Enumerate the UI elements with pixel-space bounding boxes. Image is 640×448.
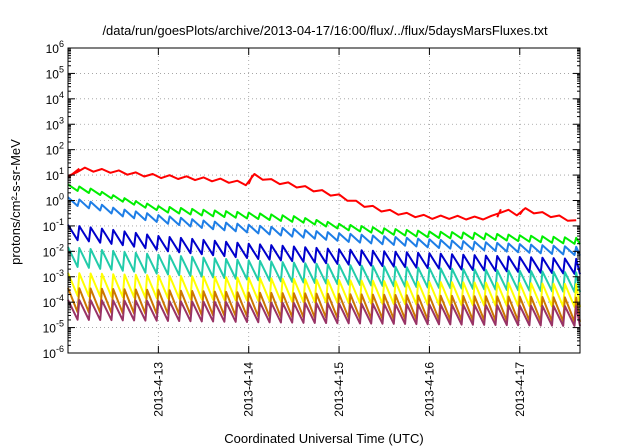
y-tick-base: 10 (43, 322, 57, 336)
series-line (67, 166, 577, 222)
y-tick-base: 10 (43, 271, 57, 285)
series-line (67, 224, 581, 275)
y-tick-exponent: 2 (59, 141, 64, 151)
y-tick-exponent: -4 (56, 293, 64, 303)
y-tick-exponent: -3 (56, 268, 64, 278)
y-tick-base: 10 (46, 169, 60, 183)
y-tick-label: 104 (46, 90, 64, 107)
x-tick-label: 2013-4-15 (332, 362, 346, 417)
y-axis-label: protons/cm²-s-sr-MeV (8, 139, 23, 265)
y-tick-label: 10-6 (43, 344, 64, 361)
y-tick-label: 101 (46, 166, 64, 183)
series-layer (67, 166, 581, 327)
y-tick-label: 10-4 (43, 293, 64, 310)
chart-title: /data/run/goesPlots/archive/2013-04-17/1… (102, 23, 548, 38)
y-tick-base: 10 (46, 67, 60, 81)
grid-layer (68, 48, 580, 353)
y-tick-base: 10 (46, 118, 60, 132)
y-tick-exponent: -1 (56, 217, 64, 227)
y-axis: 10610510410310210110010-110-210-310-410-… (43, 39, 580, 361)
y-tick-base: 10 (46, 42, 60, 56)
y-tick-base: 10 (46, 93, 60, 107)
y-tick-label: 10-5 (43, 319, 64, 336)
y-tick-exponent: 0 (59, 192, 64, 202)
y-tick-label: 10-1 (43, 217, 64, 234)
y-tick-exponent: 3 (59, 115, 64, 125)
series-line (67, 196, 581, 256)
y-tick-base: 10 (43, 245, 57, 259)
series-line (67, 272, 581, 308)
y-tick-exponent: 4 (59, 90, 64, 100)
series-line (67, 246, 581, 293)
y-tick-exponent: -2 (56, 242, 64, 252)
y-tick-exponent: 6 (59, 39, 64, 49)
y-tick-label: 103 (46, 115, 64, 132)
y-tick-label: 100 (46, 192, 64, 209)
y-tick-label: 106 (46, 39, 64, 56)
x-axis: 2013-4-13 2013-4-14 2013-4-15 2013-4-16 2013… (151, 48, 527, 417)
x-axis-label: Coordinated Universal Time (UTC) (224, 431, 423, 446)
y-tick-base: 10 (46, 144, 60, 158)
y-tick-label: 10-3 (43, 268, 64, 285)
y-tick-label: 10-2 (43, 242, 64, 259)
x-tick-label: 2013-4-16 (422, 362, 436, 417)
y-tick-exponent: -5 (56, 319, 64, 329)
y-tick-exponent: -6 (56, 344, 64, 354)
y-tick-label: 102 (46, 141, 64, 158)
y-tick-base: 10 (43, 296, 57, 310)
series-line (67, 183, 581, 245)
x-tick-label: 2013-4-14 (242, 362, 256, 417)
y-tick-label: 105 (46, 64, 64, 81)
y-tick-exponent: 1 (59, 166, 64, 176)
series-line (67, 299, 581, 327)
y-tick-base: 10 (43, 347, 57, 361)
y-tick-exponent: 5 (59, 64, 64, 74)
y-tick-base: 10 (43, 220, 57, 234)
y-tick-base: 10 (46, 195, 60, 209)
x-tick-label: 2013-4-17 (513, 362, 527, 417)
x-tick-label: 2013-4-13 (151, 362, 165, 417)
